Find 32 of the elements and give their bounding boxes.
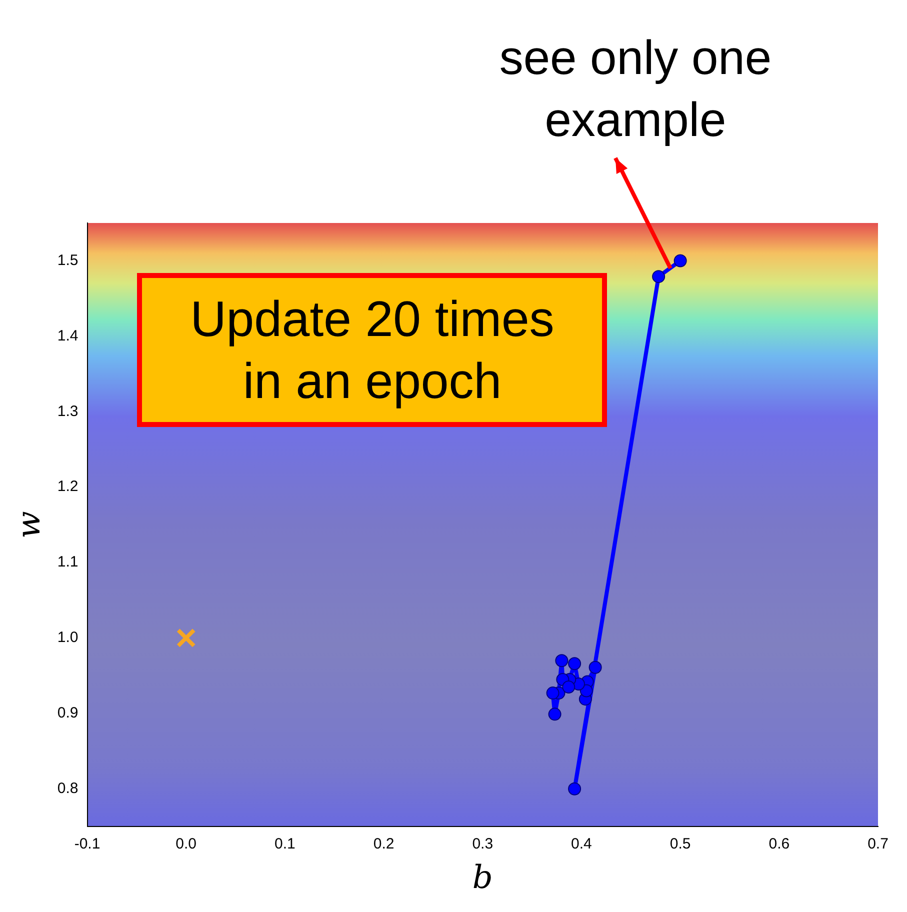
point (580, 684, 593, 698)
annotation: Update 20 times in an epoch (137, 273, 608, 427)
x-tick-label: 0.1 (274, 836, 296, 853)
x-tick-label: 0.3 (472, 836, 494, 853)
point (652, 270, 666, 284)
y-axis-title: w (10, 511, 48, 538)
y-tick-label: 1.2 (57, 478, 78, 496)
point (562, 680, 576, 694)
x-tick-label: 0.6 (768, 836, 790, 853)
point (588, 660, 602, 674)
x-tick-label: 0.4 (571, 836, 592, 853)
y-tick-label: 1.1 (57, 554, 78, 571)
y-tick-label: 1.4 (57, 327, 78, 344)
x-tick-label: 0.7 (868, 836, 888, 853)
point (555, 654, 568, 668)
y-tick-label: 0.8 (57, 780, 78, 798)
y-tick-label: 1.3 (57, 402, 78, 420)
point (568, 782, 582, 796)
x-tick-label: -0.1 (74, 836, 100, 853)
point (674, 254, 687, 268)
y-tick-label: 1.0 (57, 629, 78, 646)
point (546, 686, 560, 700)
y-tick-label: 1.5 (57, 252, 78, 269)
x-tick-label: 0.0 (176, 836, 197, 853)
point (548, 708, 562, 721)
x-tick-label: 0.2 (373, 836, 394, 853)
point (568, 657, 582, 670)
y-tick-label: 0.9 (57, 704, 78, 722)
x-tick-label: 0.5 (670, 836, 691, 853)
annotation: see only one example (499, 32, 772, 147)
x-axis-title: b (472, 858, 493, 896)
point (176, 628, 196, 648)
